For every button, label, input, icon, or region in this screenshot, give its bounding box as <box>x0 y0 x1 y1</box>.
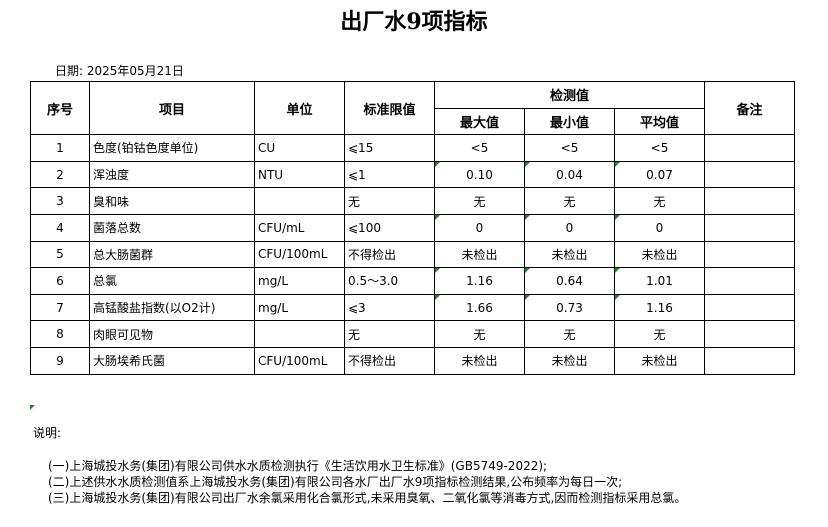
cell-limit: 0.5～3.0 <box>344 267 435 295</box>
cell-limit: ⩽15 <box>344 134 435 162</box>
notes-heading: 说明: <box>33 426 62 440</box>
cell-no: 4 <box>30 213 90 242</box>
cell-max: 1.16 <box>434 267 525 295</box>
table-row: 5 总大肠菌群 CFU/100mL 不得检出 未检出 未检出 未检出 <box>30 240 795 269</box>
header-no: 序号 <box>30 80 90 136</box>
cell-avg: <5 <box>614 134 705 162</box>
cell-item: 肉眼可见物 <box>89 320 255 348</box>
cell-limit: ⩽1 <box>344 160 435 189</box>
cell-remark <box>704 346 795 375</box>
cell-limit: ⩽3 <box>344 293 435 322</box>
cell-item: 总大肠菌群 <box>89 240 255 269</box>
header-min: 最小值 <box>524 107 615 136</box>
cell-item: 总氯 <box>89 267 255 295</box>
cell-unit: mg/L <box>254 267 345 295</box>
cell-min: 未检出 <box>524 240 615 269</box>
cell-min: 未检出 <box>524 346 615 375</box>
cell-limit: 无 <box>344 187 435 215</box>
cell-no: 6 <box>30 267 90 295</box>
cell-unit <box>254 187 345 215</box>
cell-min: 0.04 <box>524 160 615 189</box>
cell-unit <box>254 320 345 348</box>
table-row: 4 菌落总数 CFU/mL ⩽100 0 0 0 <box>30 213 795 242</box>
note-line: (三)上海城投水务(集团)有限公司出厂水余氯采用化合氯形式,未采用臭氧、二氧化氯… <box>48 491 687 505</box>
table-row: 8 肉眼可见物无无无无 <box>30 320 795 348</box>
cell-limit: 不得检出 <box>344 240 435 269</box>
note-line: (二)上述供水水质检测值系上海城投水务(集团)有限公司各水厂出厂水9项指标检测结… <box>48 475 623 489</box>
cell-limit: 不得检出 <box>344 346 435 375</box>
table-row: 3 臭和味无无无无 <box>30 187 795 215</box>
header-avg: 平均值 <box>614 107 705 136</box>
cell-unit: CFU/mL <box>254 213 345 242</box>
cell-unit: NTU <box>254 160 345 189</box>
cell-min: 0 <box>524 213 615 242</box>
cell-max: 0.10 <box>434 160 525 189</box>
cell-no: 8 <box>30 320 90 348</box>
header-measured: 检测值 <box>434 81 705 109</box>
cell-unit: CU <box>254 134 345 162</box>
cell-avg: 未检出 <box>614 240 705 269</box>
cell-remark <box>704 160 795 189</box>
cell-max: 无 <box>434 320 525 348</box>
header-limit: 标准限值 <box>344 80 435 136</box>
cell-remark <box>704 293 795 322</box>
cell-min: 0.64 <box>524 267 615 295</box>
table-row: 2 浑浊度 NTU ⩽1 0.10 0.04 0.07 <box>30 160 795 189</box>
cell-min: 无 <box>524 320 615 348</box>
cell-unit: CFU/100mL <box>254 346 345 375</box>
table-row: 7 高锰酸盐指数(以O2计) mg/L ⩽3 1.66 0.73 1.16 <box>30 293 795 322</box>
cell-avg: 1.01 <box>614 267 705 295</box>
cell-max: <5 <box>434 134 525 162</box>
report-date: 日期: 2025年05月21日 <box>55 64 184 78</box>
cell-marker <box>30 405 35 410</box>
page-title: 出厂水9项指标 <box>340 9 488 35</box>
cell-min: 无 <box>524 187 615 215</box>
cell-unit: mg/L <box>254 293 345 322</box>
cell-avg: 0.07 <box>614 160 705 189</box>
cell-remark <box>704 134 795 162</box>
header-unit: 单位 <box>254 80 345 136</box>
cell-item: 高锰酸盐指数(以O2计) <box>89 293 255 322</box>
cell-no: 2 <box>30 160 90 189</box>
cell-limit: 无 <box>344 320 435 348</box>
cell-limit: ⩽100 <box>344 213 435 242</box>
cell-item: 臭和味 <box>89 187 255 215</box>
cell-item: 菌落总数 <box>89 213 255 242</box>
table-row: 9 大肠埃希氏菌 CFU/100mL 不得检出 未检出 未检出 未检出 <box>30 346 795 375</box>
cell-remark <box>704 320 795 348</box>
cell-max: 1.66 <box>434 293 525 322</box>
note-line: (一)上海城投水务(集团)有限公司供水水质检测执行《生活饮用水卫生标准》(GB5… <box>48 459 548 473</box>
cell-max: 未检出 <box>434 240 525 269</box>
cell-item: 色度(铂钴色度单位) <box>89 134 255 162</box>
cell-avg: 1.16 <box>614 293 705 322</box>
cell-remark <box>704 240 795 269</box>
cell-unit: CFU/100mL <box>254 240 345 269</box>
cell-max: 无 <box>434 187 525 215</box>
cell-min: 0.73 <box>524 293 615 322</box>
cell-max: 未检出 <box>434 346 525 375</box>
cell-item: 大肠埃希氏菌 <box>89 346 255 375</box>
cell-no: 7 <box>30 293 90 322</box>
cell-no: 3 <box>30 187 90 215</box>
indicator-table: 序号 项目 单位 标准限值 检测值 备注 最大值 最小值 平均值 1 色度(铂钴色… <box>30 80 795 375</box>
notes: 说明: (一)上海城投水务(集团)有限公司供水水质检测执行《生活饮用水卫生标准》… <box>33 424 686 505</box>
table-row: 6 总氯 mg/L 0.5～3.0 1.16 0.64 1.01 <box>30 267 795 295</box>
cell-no: 9 <box>30 346 90 375</box>
cell-no: 1 <box>30 134 90 162</box>
cell-avg: 无 <box>614 320 705 348</box>
cell-min: <5 <box>524 134 615 162</box>
header-max: 最大值 <box>434 107 525 136</box>
cell-avg: 无 <box>614 187 705 215</box>
cell-no: 5 <box>30 240 90 269</box>
cell-remark <box>704 213 795 242</box>
cell-avg: 0 <box>614 213 705 242</box>
cell-remark <box>704 267 795 295</box>
cell-max: 0 <box>434 213 525 242</box>
cell-avg: 未检出 <box>614 346 705 375</box>
header-remark: 备注 <box>704 80 795 136</box>
table-row: 1 色度(铂钴色度单位) CU ⩽15 <5 <5 <5 <box>30 134 795 162</box>
cell-item: 浑浊度 <box>89 160 255 189</box>
header-item: 项目 <box>89 80 255 136</box>
cell-remark <box>704 187 795 215</box>
